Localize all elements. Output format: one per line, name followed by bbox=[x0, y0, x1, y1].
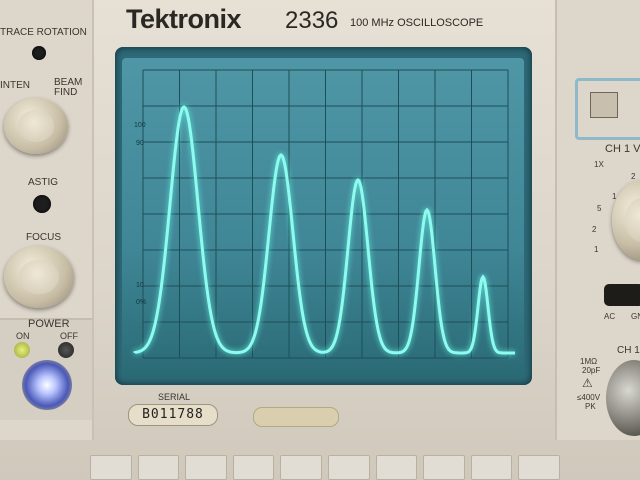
model-number: 2336 bbox=[285, 7, 339, 34]
bottom-key[interactable] bbox=[375, 455, 418, 480]
bottom-key[interactable] bbox=[280, 455, 322, 480]
scale-mark-2-top: 2 bbox=[631, 172, 636, 181]
graticule-label-10: 10 bbox=[136, 282, 144, 289]
brand-logo: Tektronix bbox=[126, 4, 242, 34]
crt-screen bbox=[122, 58, 524, 378]
serial-label: SERIAL bbox=[158, 392, 191, 402]
model-subtitle: 100 MHz OSCILLOSCOPE bbox=[350, 17, 484, 29]
warning-triangle-icon: ⚠ bbox=[582, 376, 593, 390]
intensity-knob[interactable] bbox=[4, 98, 68, 154]
scale-mark-1: 1 bbox=[612, 192, 617, 201]
focus-label: FOCUS bbox=[26, 232, 61, 243]
power-button[interactable] bbox=[22, 360, 72, 410]
astig-adjust[interactable] bbox=[33, 195, 51, 213]
inten-label: INTEN bbox=[0, 80, 30, 91]
bottom-key[interactable] bbox=[232, 455, 275, 480]
x1-label: 1X bbox=[594, 160, 604, 169]
bottom-key[interactable] bbox=[518, 455, 560, 480]
graticule-label-0pct: 0% bbox=[136, 299, 146, 306]
capacitance-label: 20pF bbox=[582, 366, 601, 375]
off-label: OFF bbox=[60, 331, 78, 341]
scale-mark-1b: 1 bbox=[594, 245, 599, 254]
ch1-input-label: CH 1 bbox=[617, 345, 640, 356]
graticule-grid bbox=[142, 69, 509, 359]
oval-badge bbox=[253, 407, 339, 427]
scale-mark-5: 5 bbox=[597, 204, 602, 213]
trace-rotation-adjust[interactable] bbox=[32, 46, 46, 60]
focus-knob[interactable] bbox=[4, 246, 74, 308]
power-off-indicator bbox=[58, 342, 74, 358]
graticule-label-100: 100 bbox=[134, 122, 146, 129]
bottom-key[interactable] bbox=[185, 455, 227, 480]
graticule-label-90: 90 bbox=[136, 140, 144, 147]
beam-find-label: BEAM FIND bbox=[54, 77, 83, 98]
impedance-label: 1MΩ bbox=[580, 357, 598, 366]
pk-label: PK bbox=[585, 402, 596, 411]
trace-rotation-label: TRACE ROTATION bbox=[0, 27, 87, 38]
max-voltage-label: ≤400V bbox=[577, 393, 601, 402]
ch1-coupling-switch[interactable] bbox=[604, 284, 640, 306]
ch1-select-button[interactable] bbox=[590, 92, 618, 118]
bottom-key[interactable] bbox=[90, 455, 132, 480]
bottom-key[interactable] bbox=[327, 455, 370, 480]
bottom-button-row bbox=[90, 455, 560, 480]
power-label: POWER bbox=[28, 318, 70, 330]
pulse-trace bbox=[133, 105, 515, 355]
scale-mark-2: 2 bbox=[592, 225, 597, 234]
bottom-key[interactable] bbox=[423, 455, 465, 480]
ch1-button-frame bbox=[575, 78, 640, 140]
bottom-key[interactable] bbox=[470, 455, 513, 480]
ac-label: AC bbox=[604, 312, 616, 321]
on-label: ON bbox=[16, 331, 30, 341]
power-on-indicator bbox=[14, 342, 30, 358]
bottom-key[interactable] bbox=[137, 455, 180, 480]
ch1-volts-label: CH 1 V bbox=[605, 143, 640, 155]
astig-label: ASTIG bbox=[28, 177, 59, 188]
gnd-label: GN bbox=[631, 312, 640, 321]
serial-number-plate: B011788 bbox=[128, 404, 218, 426]
